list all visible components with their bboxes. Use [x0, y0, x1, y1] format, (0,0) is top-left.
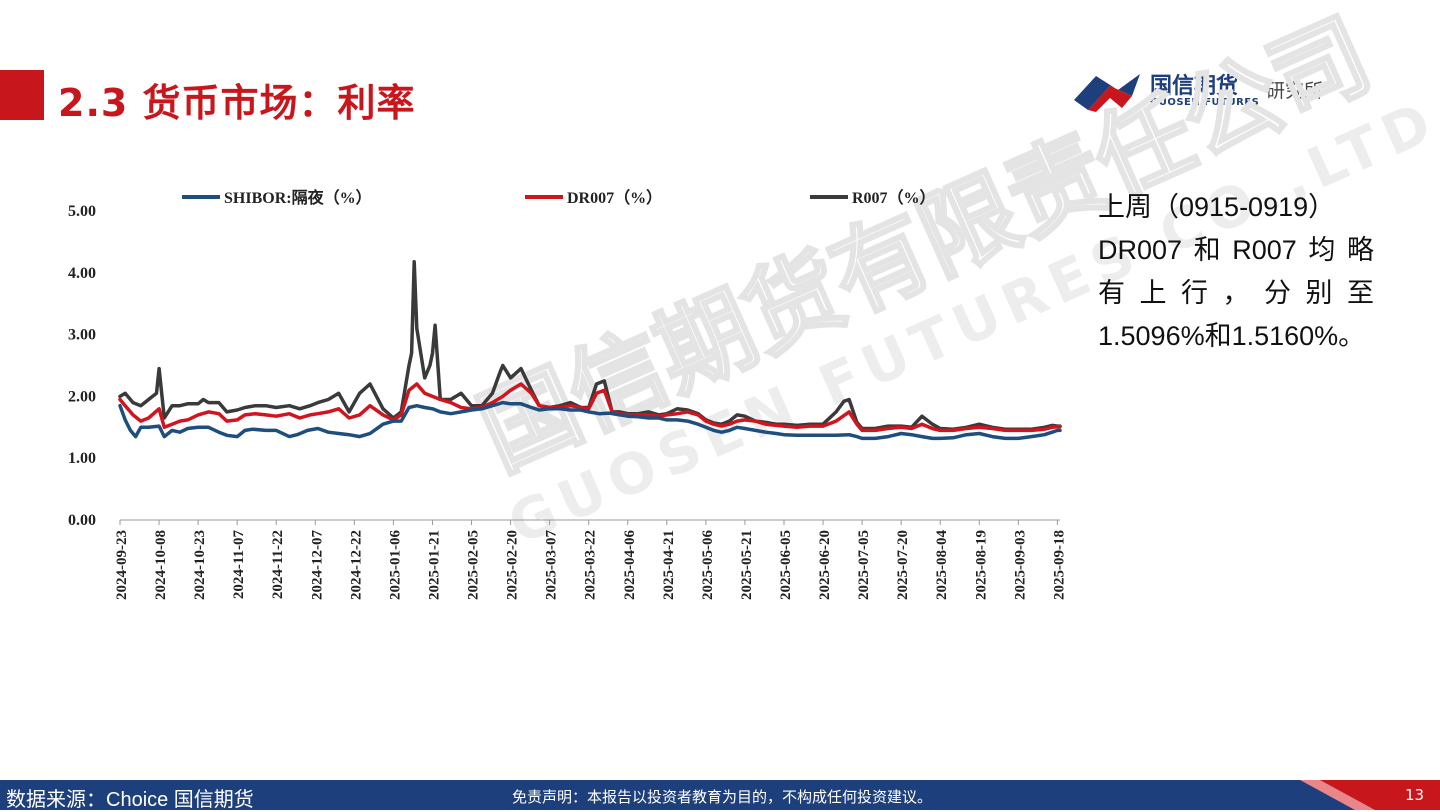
x-tick-label: 2025-02-05 [466, 530, 482, 600]
y-tick-label: 3.00 [68, 327, 96, 344]
x-tick-label: 2024-11-22 [270, 530, 286, 599]
x-tick-label: 2025-04-06 [622, 530, 638, 600]
x-tick-label: 2025-02-20 [505, 530, 521, 600]
x-tick-label: 2025-07-20 [895, 530, 911, 600]
series-line-1 [118, 382, 1062, 433]
x-tick-label: 2024-09-23 [114, 530, 130, 600]
x-tick-label: 2025-09-03 [1012, 530, 1028, 600]
page-number: 13 [1405, 786, 1425, 804]
footer-bar: 数据来源：Choice 国信期货 免责声明：本报告以投资者教育为目的，不构成任何… [0, 780, 1440, 811]
y-tick-label: 1.00 [68, 450, 96, 467]
x-tick-label: 2025-06-05 [778, 530, 794, 600]
disclaimer: 免责声明：本报告以投资者教育为目的，不构成任何投资建议。 [512, 788, 933, 806]
logo-subtitle: 研究所 [1266, 80, 1324, 102]
chart-legend: SHIBOR:隔夜（%） DR007（%） R007（%） [182, 188, 936, 207]
y-tick-label: 4.00 [68, 265, 96, 282]
x-tick-label: 2025-05-06 [700, 530, 716, 600]
legend-label-0: SHIBOR:隔夜（%） [224, 188, 372, 207]
x-tick-label: 2024-12-22 [348, 530, 364, 600]
company-logo: 国信期货 GUOSEN FUTURES 研究所 [1070, 64, 1370, 124]
commentary-line-4: 1.5096%和1.5160%。 [1098, 321, 1366, 351]
x-tick-label: 2025-09-18 [1051, 530, 1067, 600]
commentary-line-3: 有上行，分别至 [1098, 278, 1374, 308]
legend-label-1: DR007（%） [567, 189, 662, 207]
x-tick-label: 2025-03-07 [544, 530, 560, 600]
x-tick-label: 2025-04-21 [661, 530, 677, 600]
chart-series [118, 259, 1062, 441]
legend-label-2: R007（%） [852, 189, 936, 207]
logo-english-name: GUOSEN FUTURES [1150, 97, 1260, 108]
y-tick-label: 5.00 [68, 203, 96, 220]
x-tick-label: 2024-10-23 [192, 530, 208, 600]
x-tick-label: 2025-08-19 [973, 530, 989, 600]
commentary: 上周（0915-0919） DR007和R007均略 有上行，分别至 1.509… [1098, 186, 1398, 358]
x-tick-label: 2024-10-08 [153, 530, 169, 600]
x-tick-label: 2025-01-06 [387, 530, 403, 600]
y-tick-label: 2.00 [68, 388, 96, 405]
data-source: 数据来源：Choice 国信期货 [6, 789, 254, 811]
series-line-0 [118, 400, 1062, 441]
title-accent-bar [0, 70, 44, 120]
logo-name: 国信期货 [1150, 74, 1239, 99]
x-tick-label: 2024-11-07 [231, 530, 247, 600]
y-tick-label: 0.00 [68, 512, 96, 529]
chart-axes: 0.00 1.00 2.00 3.00 4.00 5.00 2024-09-23 2024-1… [68, 203, 1067, 600]
x-tick-label: 2025-05-21 [739, 530, 755, 600]
commentary-line-1: 上周（0915-0919） [1098, 192, 1336, 222]
x-tick-label: 2024-12-07 [309, 530, 325, 600]
x-tick-label: 2025-01-21 [426, 530, 442, 600]
commentary-line-2: DR007和R007均略 [1098, 235, 1374, 265]
footer-accent-shape [1300, 780, 1440, 810]
x-tick-label: 2025-08-04 [934, 530, 950, 600]
guosen-logo-icon [1074, 74, 1140, 112]
interest-rate-chart: 0.00 1.00 2.00 3.00 4.00 5.00 2024-09-23 2024-1… [68, 188, 1067, 600]
x-tick-label: 2025-06-20 [817, 530, 833, 600]
x-tick-label: 2025-07-05 [856, 530, 872, 600]
x-tick-label: 2025-03-22 [583, 530, 599, 600]
page-title: 2.3 货币市场：利率 [58, 81, 416, 125]
